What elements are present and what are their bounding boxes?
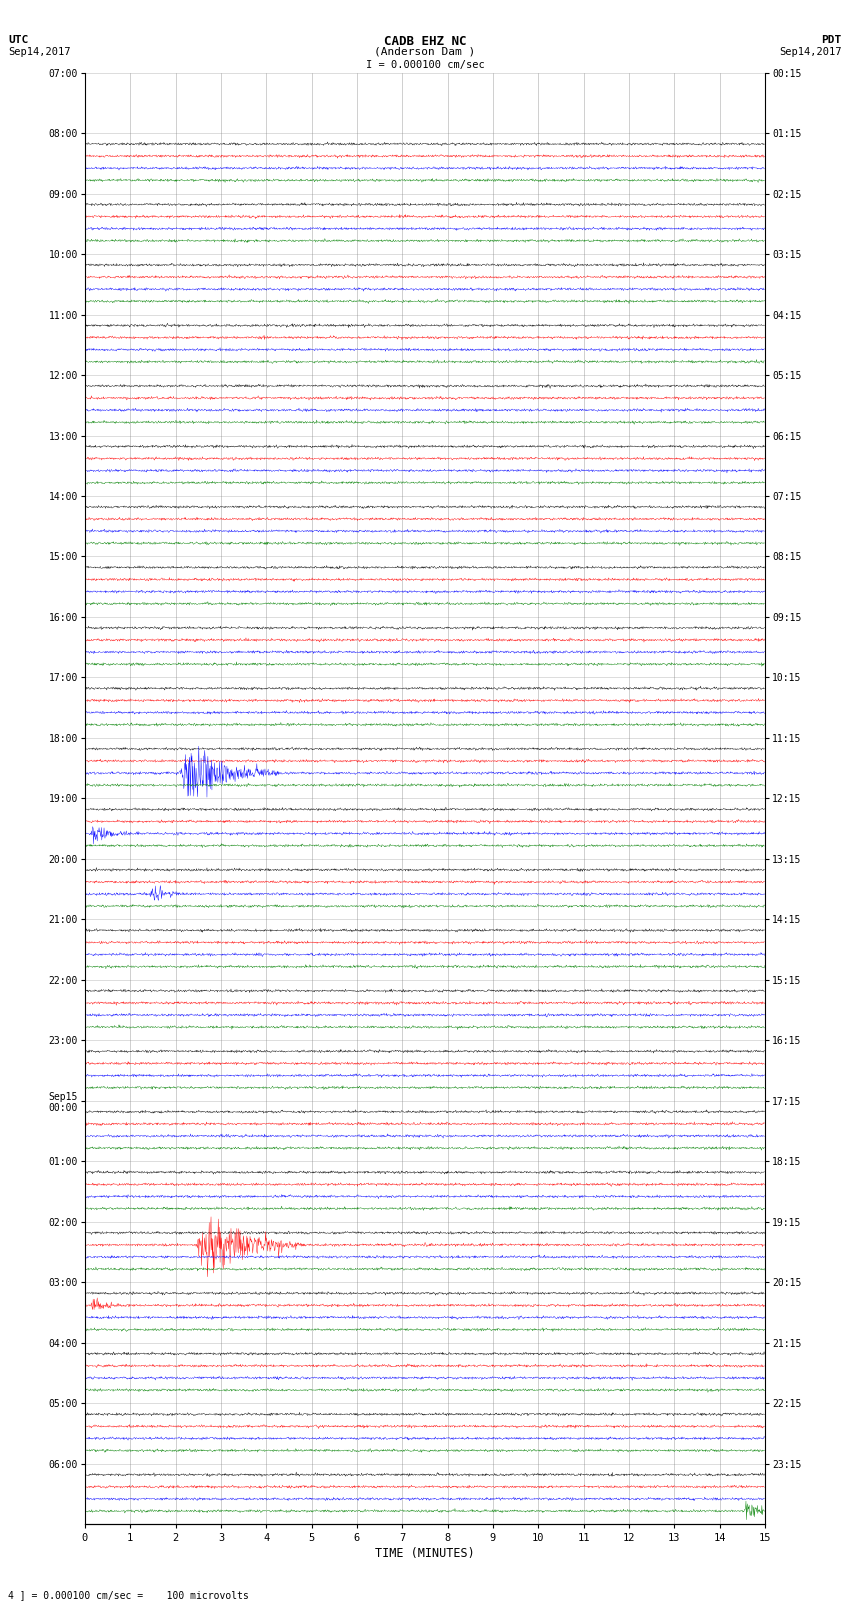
Text: PDT: PDT: [821, 35, 842, 45]
Text: I = 0.000100 cm/sec: I = 0.000100 cm/sec: [366, 60, 484, 69]
Text: Sep14,2017: Sep14,2017: [8, 47, 71, 56]
X-axis label: TIME (MINUTES): TIME (MINUTES): [375, 1547, 475, 1560]
Text: CADB EHZ NC: CADB EHZ NC: [383, 35, 467, 48]
Text: Sep14,2017: Sep14,2017: [779, 47, 842, 56]
Text: UTC: UTC: [8, 35, 29, 45]
Text: (Anderson Dam ): (Anderson Dam ): [374, 47, 476, 56]
Text: 4 ] = 0.000100 cm/sec =    100 microvolts: 4 ] = 0.000100 cm/sec = 100 microvolts: [8, 1590, 249, 1600]
